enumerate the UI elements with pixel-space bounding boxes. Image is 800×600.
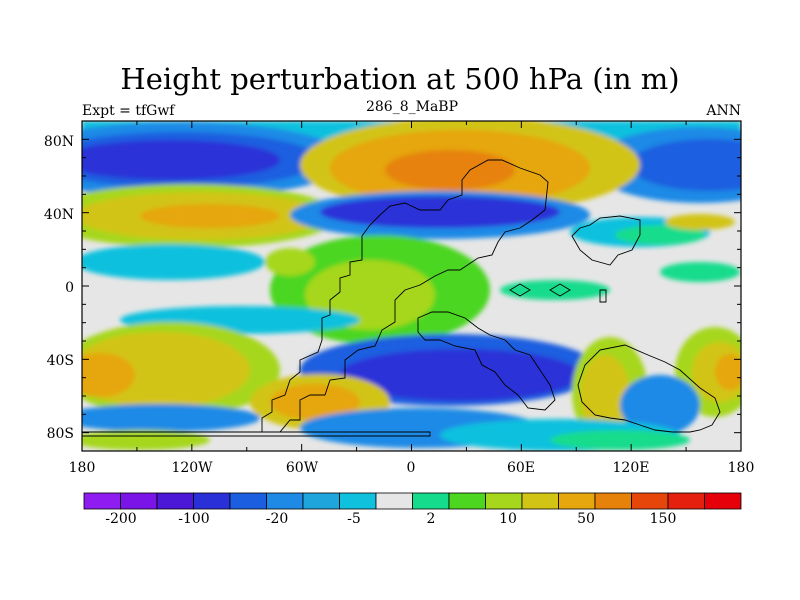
lat-label: 80S xyxy=(47,426,74,442)
colorbar-label: -20 xyxy=(266,511,289,527)
coastline-outlines xyxy=(82,159,721,437)
colorbar-label: 50 xyxy=(577,511,595,527)
colorbar-swatch xyxy=(558,492,596,510)
lon-label: 120W xyxy=(171,460,213,476)
lon-label: 60W xyxy=(286,460,319,476)
colorbar-label: 10 xyxy=(499,511,517,527)
longitude-axis: 180 120W 60W 0 60E 120E 180 xyxy=(69,460,755,476)
period-label: 286_8_MaBP xyxy=(365,99,459,115)
colorbar-swatch xyxy=(339,492,377,510)
lon-label: 180 xyxy=(728,460,755,476)
season-label: ANN xyxy=(706,103,741,119)
lon-label: 180 xyxy=(69,460,96,476)
colorbar-swatch xyxy=(485,492,523,510)
lat-label: 40N xyxy=(44,207,74,223)
colorbar-label: -100 xyxy=(178,511,209,527)
colorbar-label: -5 xyxy=(347,511,361,527)
colorbar-swatch xyxy=(266,492,304,510)
contour-field xyxy=(82,121,741,451)
colorbar-swatch xyxy=(193,492,231,510)
latitude-axis: 80N 40N 0 40S 80S xyxy=(44,134,74,442)
axis-ticks xyxy=(81,121,742,451)
colorbar-swatch xyxy=(156,492,194,510)
colorbar-swatch xyxy=(594,492,632,510)
lon-label: 120E xyxy=(613,460,650,476)
lon-label: 60E xyxy=(507,460,535,476)
lat-label: 40S xyxy=(47,353,74,369)
colorbar-swatch xyxy=(631,492,669,510)
colorbar-swatch xyxy=(667,492,705,510)
colorbar-swatch xyxy=(704,492,742,510)
lon-label: 0 xyxy=(407,460,416,476)
experiment-label: Expt = tfGwf xyxy=(82,103,175,119)
colorbar-label: -200 xyxy=(105,511,136,527)
lat-label: 80N xyxy=(44,134,74,150)
colorbar-label: 2 xyxy=(427,511,436,527)
colorbar-swatch xyxy=(83,492,121,510)
colorbar-swatch xyxy=(375,492,413,510)
colorbar-swatch xyxy=(448,492,486,510)
colorbar-swatch xyxy=(229,492,267,510)
colorbar-swatch xyxy=(302,492,340,510)
colorbar-swatch xyxy=(120,492,158,510)
map-title: Height perturbation at 500 hPa (in m) xyxy=(120,62,680,96)
colorbar-swatch xyxy=(521,492,559,510)
colorbar-swatch xyxy=(412,492,450,510)
colorbar xyxy=(83,492,742,510)
colorbar-label: 150 xyxy=(650,511,677,527)
colorbar-labels: -200 -100 -20 -5 2 10 50 150 xyxy=(105,511,676,527)
lat-label: 0 xyxy=(65,280,74,296)
